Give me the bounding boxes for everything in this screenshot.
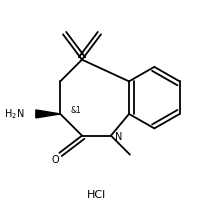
- Text: HCl: HCl: [86, 190, 105, 200]
- Polygon shape: [36, 110, 60, 118]
- Text: H$_2$N: H$_2$N: [4, 107, 24, 121]
- Text: O: O: [51, 155, 58, 165]
- Text: &1: &1: [70, 106, 81, 115]
- Text: N: N: [115, 132, 122, 141]
